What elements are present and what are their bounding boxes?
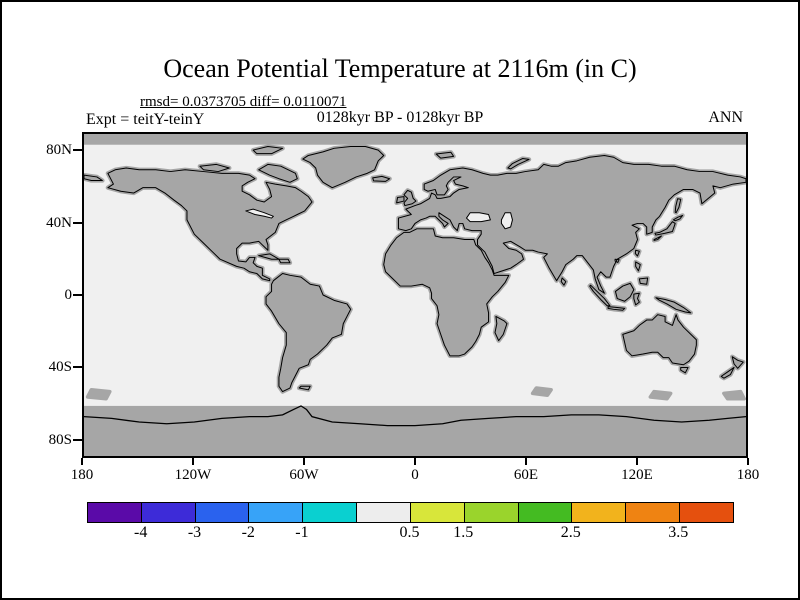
coastline	[278, 258, 291, 264]
period-label: 0128kyr BP - 0128kyr BP	[316, 109, 484, 126]
x-axis-tick	[302, 458, 305, 465]
antarctica-band	[84, 405, 746, 456]
coastline	[560, 277, 567, 286]
coastline	[633, 292, 640, 306]
colorbar-segment	[464, 503, 519, 522]
map-frame	[82, 132, 748, 458]
colorbar-tick-label: 1.5	[453, 524, 474, 541]
y-axis-tick	[73, 366, 82, 369]
x-axis-label: 60E	[513, 467, 539, 483]
colorbar-tick-label: 2.5	[560, 524, 581, 541]
y-axis-tick	[73, 438, 82, 441]
plot-title: Ocean Potential Temperature at 2116m (in…	[163, 54, 637, 83]
coastline	[638, 277, 649, 285]
coastline	[383, 228, 510, 357]
x-axis-label: 60W	[289, 467, 319, 483]
season-label: ANN	[708, 109, 743, 126]
colorbar-segment	[88, 503, 142, 522]
sea-ice-patch	[722, 389, 746, 401]
colorbar-segment	[141, 503, 196, 522]
coastline	[672, 214, 684, 222]
coastline	[507, 158, 530, 170]
x-axis-label: 0	[411, 467, 419, 483]
lake	[245, 208, 274, 219]
coastline	[654, 221, 676, 236]
coastline	[258, 163, 298, 183]
coastline	[199, 163, 230, 173]
coastline	[397, 154, 746, 294]
coastline	[107, 167, 313, 282]
y-axis-label: 80S	[48, 431, 72, 448]
world-map	[84, 134, 746, 456]
colorbar-segment	[572, 503, 627, 522]
coastline	[403, 189, 417, 207]
x-axis-tick	[525, 458, 528, 465]
coastline	[720, 366, 735, 379]
colorbar-tick-label: -4	[134, 524, 148, 541]
arctic-ice-band	[84, 134, 746, 145]
y-axis-tick	[73, 221, 82, 224]
coastline	[634, 249, 640, 257]
y-axis-label: 40N	[46, 214, 72, 231]
y-axis-label: 80N	[46, 142, 72, 159]
coastline	[674, 198, 682, 214]
stats-line: rmsd= 0.0373705 diff= 0.0110071	[140, 94, 347, 110]
coastline	[614, 282, 635, 302]
colorbar-segment	[518, 503, 573, 522]
colorbar-tick-label: -2	[241, 524, 255, 541]
colorbar-segment	[249, 503, 304, 522]
y-axis-tick	[73, 149, 82, 152]
sea-ice-patch	[85, 388, 112, 401]
coastline	[614, 258, 620, 263]
sea-ice-patch	[648, 389, 673, 401]
coastline	[589, 284, 611, 307]
x-axis-tick	[192, 458, 195, 465]
colorbar-tick-label: -1	[295, 524, 309, 541]
x-axis-tick	[747, 458, 749, 465]
x-axis-label: 180	[736, 467, 760, 483]
coastline	[731, 356, 744, 369]
coastline	[298, 385, 311, 391]
lake	[500, 212, 513, 230]
x-axis-tick	[635, 458, 638, 465]
x-axis-label: 180	[70, 467, 94, 483]
coastline	[622, 314, 697, 366]
colorbar-tick-label: 3.5	[668, 524, 689, 541]
coastline	[396, 196, 405, 204]
y-axis-tick	[73, 294, 82, 296]
coastline	[302, 146, 385, 189]
coastline	[607, 306, 626, 311]
colorbar-segment	[410, 503, 465, 522]
coastline	[653, 235, 662, 241]
coastline	[680, 366, 689, 374]
coastline	[494, 315, 508, 342]
colorbar-tick-label: -3	[187, 524, 202, 541]
x-axis-tick	[414, 458, 416, 465]
experiment-label: Expt = teitY-teinY	[86, 111, 205, 128]
x-axis-label: 120E	[621, 467, 653, 483]
coastline	[265, 273, 352, 393]
colorbar-segment	[195, 503, 250, 522]
sea-ice-patch	[530, 386, 553, 397]
coastline	[84, 174, 103, 182]
coastline	[655, 297, 692, 314]
y-axis-label: 40S	[48, 359, 72, 376]
coastline	[252, 146, 284, 155]
coastline	[372, 175, 391, 182]
coastline	[435, 151, 455, 159]
y-axis-label: 0	[64, 287, 73, 303]
lake	[465, 212, 491, 223]
coastline	[635, 261, 641, 272]
x-axis-tick	[81, 458, 83, 465]
x-axis-label: 120W	[174, 467, 212, 483]
colorbar-segment	[680, 503, 733, 522]
colorbar-labels: -4 -3 -2 -1 0.5 1.5 2.5 3.5	[87, 524, 732, 544]
colorbar-segment	[303, 503, 358, 522]
colorbar-segment	[626, 503, 681, 522]
colorbar-segment	[357, 503, 411, 522]
colorbar-tick-label: 0.5	[399, 524, 420, 541]
antarctica-coastline	[84, 405, 746, 427]
colorbar	[87, 502, 734, 523]
